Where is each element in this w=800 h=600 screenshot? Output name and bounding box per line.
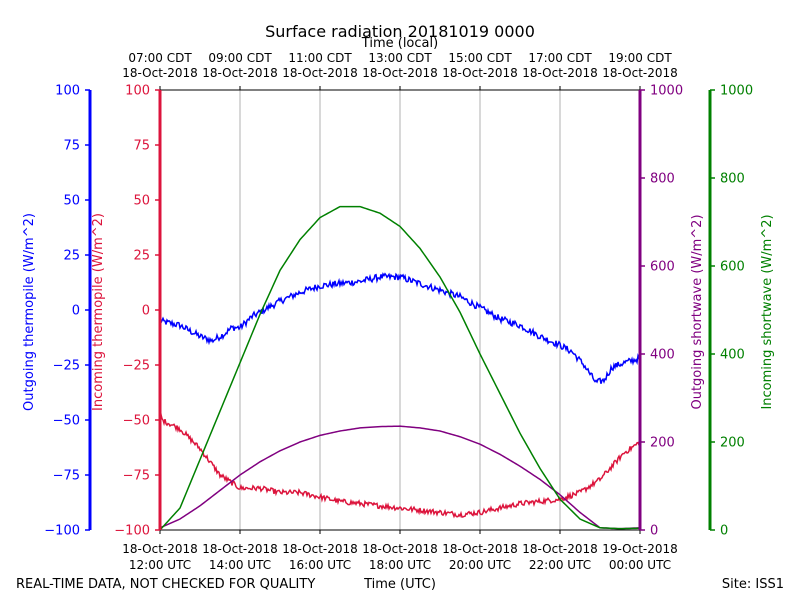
outgoing-shortwave-axis-tick-label: 0 [650, 524, 658, 539]
outgoing-thermopile-axis-tick-label: 0 [72, 304, 80, 319]
outgoing-shortwave-axis-label: Outgoing shortwave (W/m^2) [690, 214, 705, 409]
incoming-shortwave-axis-tick-label: 800 [720, 172, 745, 187]
incoming-shortwave-axis-tick-label: 400 [720, 348, 745, 363]
top-tick-label-time: 13:00 CDT [368, 51, 432, 65]
x-tick-label-time: 22:00 UTC [529, 558, 591, 572]
incoming-thermopile-axis-tick-label: 75 [133, 139, 150, 154]
outgoing-thermopile-axis-tick-label: −25 [53, 359, 80, 374]
incoming-thermopile-axis-tick-label: 100 [125, 84, 150, 99]
incoming-thermopile-line [159, 407, 641, 519]
top-tick-label-time: 09:00 CDT [208, 51, 272, 65]
x-tick-label-date: 18-Oct-2018 [442, 542, 518, 556]
incoming-shortwave-axis-tick-label: 200 [720, 436, 745, 451]
top-tick-label-date: 18-Oct-2018 [282, 66, 358, 80]
x-tick-label-time: 00:00 UTC [609, 558, 671, 572]
incoming-thermopile-axis-tick-label: −25 [123, 359, 150, 374]
x-tick-label-time: 14:00 UTC [209, 558, 271, 572]
site-label: Site: ISS1 [722, 577, 784, 592]
x-tick-label-time: 18:00 UTC [369, 558, 431, 572]
outgoing-shortwave-line [159, 425, 641, 530]
incoming-thermopile-axis-label: Incoming thermopile (W/m^2) [91, 213, 106, 411]
top-tick-label-date: 18-Oct-2018 [522, 66, 598, 80]
outgoing-thermopile-axis-tick-label: −50 [53, 414, 80, 429]
top-tick-label-time: 11:00 CDT [288, 51, 352, 65]
top-tick-label-time: 15:00 CDT [448, 51, 512, 65]
outgoing-thermopile-axis-tick-label: −75 [53, 469, 80, 484]
top-tick-label-date: 18-Oct-2018 [202, 66, 278, 80]
incoming-thermopile-axis-tick-label: 50 [133, 194, 150, 209]
incoming-shortwave-axis-tick-label: 600 [720, 260, 745, 275]
top-tick-label-date: 18-Oct-2018 [602, 66, 678, 80]
x-axis-label: Time (UTC) [363, 577, 436, 592]
outgoing-thermopile-axis-tick-label: 100 [55, 84, 80, 99]
outgoing-shortwave-axis-tick-label: 400 [650, 348, 675, 363]
x-tick-label-date: 18-Oct-2018 [282, 542, 358, 556]
outgoing-thermopile-axis-tick-label: 50 [63, 194, 80, 209]
incoming-thermopile-axis-tick-label: 0 [142, 304, 150, 319]
top-tick-label-time: 19:00 CDT [608, 51, 672, 65]
outgoing-shortwave-axis-tick-label: 200 [650, 436, 675, 451]
x-tick-label-time: 16:00 UTC [289, 558, 351, 572]
x-tick-label-date: 18-Oct-2018 [522, 542, 598, 556]
outgoing-shortwave-axis-tick-label: 800 [650, 172, 675, 187]
top-tick-label-time: 17:00 CDT [528, 51, 592, 65]
outgoing-thermopile-axis-label: Outgoing thermopile (W/m^2) [22, 213, 37, 411]
outgoing-shortwave-axis-tick-label: 600 [650, 260, 675, 275]
outgoing-thermopile-axis-tick-label: 75 [63, 139, 80, 154]
x-tick-label-date: 18-Oct-2018 [362, 542, 438, 556]
chart-title: Surface radiation 20181019 0000 [265, 22, 535, 41]
incoming-shortwave-axis-label: Incoming shortwave (W/m^2) [760, 214, 775, 409]
x-tick-label-date: 18-Oct-2018 [122, 542, 198, 556]
top-tick-label-time: 07:00 CDT [128, 51, 192, 65]
x-tick-label-date: 18-Oct-2018 [202, 542, 278, 556]
incoming-thermopile-axis-tick-label: 25 [133, 249, 150, 264]
incoming-shortwave-line [159, 205, 641, 531]
outgoing-thermopile-axis-tick-label: −100 [44, 524, 80, 539]
outgoing-thermopile-axis-tick-label: 25 [63, 249, 80, 264]
outgoing-thermopile-line [159, 272, 641, 384]
quality-warning: REAL-TIME DATA, NOT CHECKED FOR QUALITY [16, 577, 315, 592]
x-tick-label-time: 20:00 UTC [449, 558, 511, 572]
top-tick-label-date: 18-Oct-2018 [442, 66, 518, 80]
top-tick-label-date: 18-Oct-2018 [362, 66, 438, 80]
incoming-thermopile-axis-tick-label: −75 [123, 469, 150, 484]
series-lines [159, 205, 641, 531]
outgoing-shortwave-axis-tick-label: 1000 [650, 84, 683, 99]
x-tick-label-time: 12:00 UTC [129, 558, 191, 572]
grid-lines [239, 90, 561, 530]
top-tick-label-date: 18-Oct-2018 [122, 66, 198, 80]
top-axis-label: Time (local) [361, 36, 438, 51]
incoming-shortwave-axis-tick-label: 0 [720, 524, 728, 539]
incoming-shortwave-axis-tick-label: 1000 [720, 84, 753, 99]
incoming-thermopile-axis-tick-label: −50 [123, 414, 150, 429]
x-tick-label-date: 19-Oct-2018 [602, 542, 678, 556]
incoming-thermopile-axis-tick-label: −100 [114, 524, 150, 539]
